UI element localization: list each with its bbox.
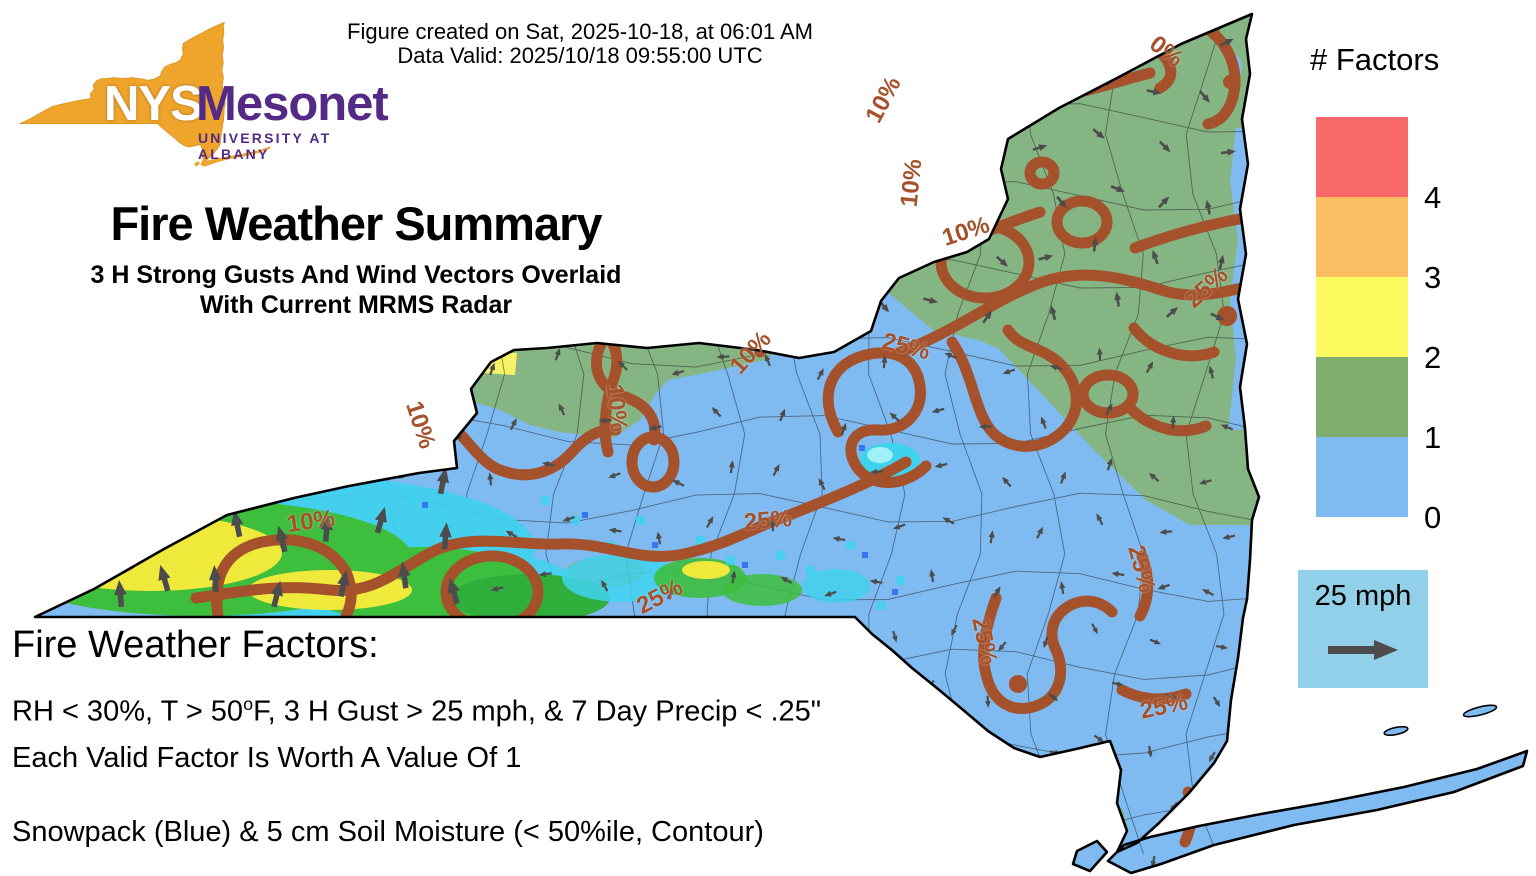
- contour-label: 25%: [966, 614, 1003, 668]
- factor-value-line: Each Valid Factor Is Worth A Value Of 1: [12, 742, 522, 774]
- nys-mesonet-logo: NYS Mesonet UNIVERSITY AT ALBANY: [18, 14, 389, 189]
- legend-seg-1: [1316, 357, 1408, 437]
- contour-label: 10%: [400, 397, 441, 452]
- legend-tick-2: 2: [1424, 340, 1442, 375]
- figure-subtitle-line1: 3 H Strong Gusts And Wind Vectors Overla…: [90, 261, 622, 289]
- factors-heading: Fire Weather Factors:: [12, 624, 379, 666]
- contour-label: 25%: [1179, 261, 1234, 314]
- figure-title: Fire Weather Summary: [110, 197, 602, 250]
- factors-colorbar: [1316, 117, 1408, 517]
- snowpack-note-line: Snowpack (Blue) & 5 cm Soil Moisture (< …: [12, 816, 764, 848]
- legend-seg-4: [1316, 117, 1408, 197]
- logo-nys-text: NYS: [104, 77, 203, 131]
- logo-mesonet-text: Mesonet: [196, 77, 389, 131]
- logo-tagline: UNIVERSITY AT ALBANY: [198, 130, 332, 162]
- factors-definition-line: RH < 30%, T > 50oF, 3 H Gust > 25 mph, &…: [12, 694, 822, 728]
- legend-seg-3: [1316, 197, 1408, 277]
- legend-seg-2: [1316, 277, 1408, 357]
- contour-label: 0%: [1144, 30, 1189, 73]
- legend-tick-0: 0: [1424, 500, 1442, 535]
- legend-tick-1: 1: [1424, 420, 1442, 455]
- contour-label: 25%: [879, 327, 933, 366]
- legend-seg-0: [1316, 437, 1408, 517]
- contour-label: 25%: [742, 504, 794, 537]
- contour-label: 10%: [285, 504, 337, 539]
- figure-timestamps: Figure created on Sat, 2025-10-18, at 06…: [300, 20, 860, 68]
- legend-tick-4: 4: [1424, 180, 1442, 215]
- wind-speed-legend: 25 mph: [1298, 570, 1428, 688]
- figure-created-text: Figure created on Sat, 2025-10-18, at 06…: [347, 19, 813, 44]
- state-outline: [33, 12, 1529, 875]
- title-block: Fire Weather Summary 3 H Strong Gusts An…: [20, 196, 692, 320]
- legend-tick-3: 3: [1424, 260, 1442, 295]
- data-valid-text: Data Valid: 2025/10/18 09:55:00 UTC: [397, 43, 763, 68]
- wind-reference-arrow-icon: [1328, 640, 1398, 660]
- contour-label: 10%: [600, 382, 633, 434]
- contour-label: 10%: [895, 157, 928, 209]
- contour-label: 10%: [724, 325, 777, 380]
- wind-speed-label: 25 mph: [1314, 580, 1412, 612]
- degree-superscript: o: [243, 694, 254, 714]
- contour-label: 25%: [632, 573, 688, 620]
- legend-title: # Factors: [1310, 42, 1440, 77]
- contour-label: 10%: [860, 72, 907, 128]
- contour-label: 25%: [1137, 688, 1191, 725]
- figure-subtitle-line2: With Current MRMS Radar: [199, 291, 513, 319]
- contour-label: 25%: [1122, 542, 1161, 596]
- contour-label: 10%: [938, 211, 993, 252]
